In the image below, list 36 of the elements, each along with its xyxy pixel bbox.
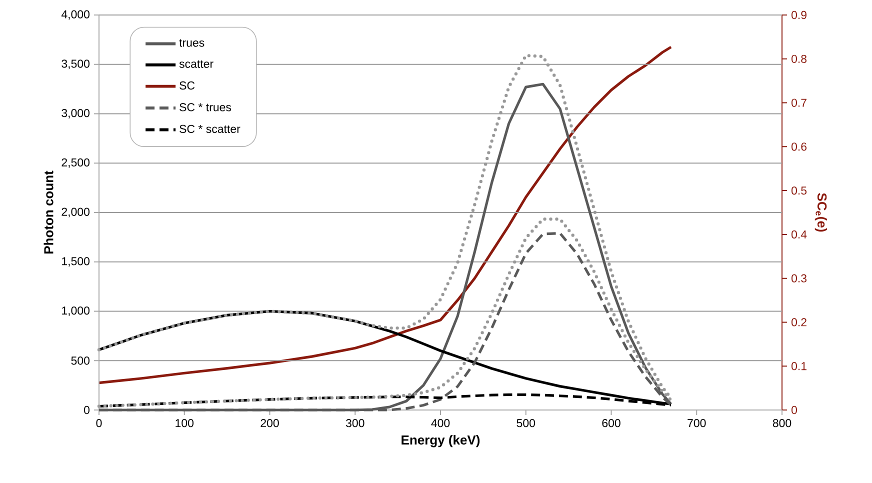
y-tick-label: 3,000 (62, 108, 90, 118)
y2-axis-title: SC$_{e}$(e) (814, 193, 828, 232)
y2-tick-label: 0.2 (791, 318, 806, 326)
y2-tick-label: 0.9 (791, 10, 806, 20)
y-tick-label: 1,500 (62, 257, 90, 267)
y2-tick-label: 0.8 (791, 54, 807, 63)
x-tick-label: 400 (431, 419, 450, 428)
y-tick-label: 1,000 (62, 306, 90, 316)
legend-label: SC * trues (180, 103, 232, 112)
y2-tick-label: 0.4 (791, 230, 807, 239)
y-tick-label: 4,000 (61, 10, 90, 20)
x-tick-label: 800 (772, 419, 792, 428)
x-axis-title: Energy (keV) (402, 435, 480, 448)
x-tick-label: 600 (602, 419, 620, 428)
x-tick-label: 500 (516, 419, 536, 428)
y-tick-label: 500 (71, 356, 90, 365)
y-tick-label: 2,000 (62, 208, 90, 218)
x-tick-label: 700 (688, 419, 706, 428)
y2-tick-label: 0.7 (791, 98, 806, 107)
legend-label: scatter (179, 60, 214, 68)
y2-tick-label: 0.5 (791, 186, 807, 195)
y2-tick-label: 0.3 (791, 274, 807, 282)
legend-label: SC * scatter (180, 124, 240, 133)
legend-label: trues (179, 39, 204, 47)
y-tick-label: 0 (84, 406, 90, 414)
x-tick-label: 200 (260, 419, 279, 428)
legend-label: SC (180, 81, 195, 90)
x-tick-label: 300 (346, 419, 364, 428)
y-tick-label: 3,500 (62, 60, 90, 70)
y2-tick-label: 0.6 (791, 142, 807, 151)
y2-tick-label: 0 (791, 406, 797, 414)
x-tick-label: 0 (96, 419, 102, 428)
x-tick-label: 100 (176, 419, 194, 428)
y-tick-label: 2,500 (62, 158, 90, 168)
y2-tick-label: 0.1 (791, 362, 806, 370)
y-axis-title: Photon count (44, 170, 54, 254)
